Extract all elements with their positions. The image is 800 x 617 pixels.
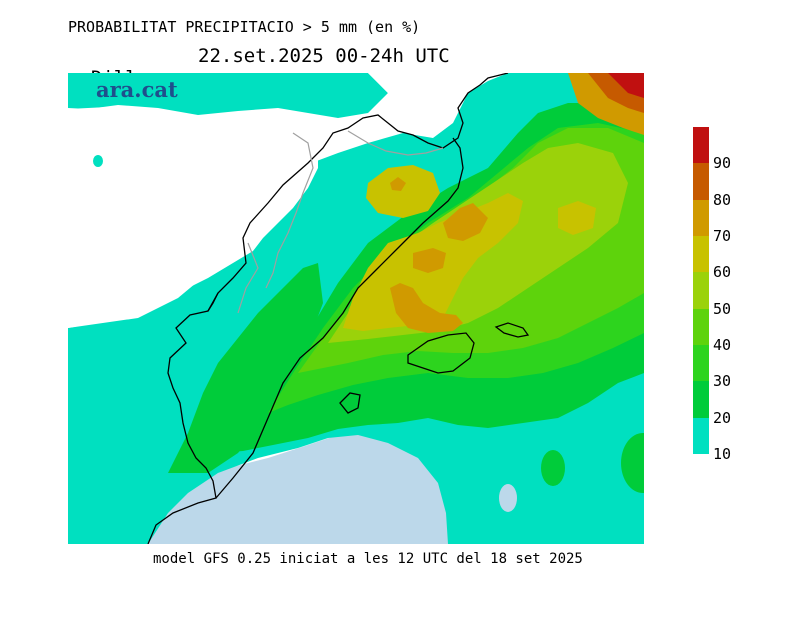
map-canvas bbox=[68, 73, 644, 544]
legend-tick-label: 50 bbox=[713, 299, 732, 318]
probability-area-70-center bbox=[413, 248, 446, 273]
probability-spot-east-edge bbox=[621, 433, 644, 493]
probability-area-60-ne bbox=[366, 165, 440, 218]
regional-border-valencia bbox=[237, 242, 259, 314]
land-no-probability-west bbox=[68, 107, 318, 328]
coastline-west-spain bbox=[207, 292, 219, 312]
legend-tick-label: 80 bbox=[713, 190, 732, 209]
forecast-date-range: 22.set.2025 00-24h UTC bbox=[198, 45, 450, 67]
legend-tick-label: 10 bbox=[713, 445, 732, 463]
legend-tick-label: 20 bbox=[713, 408, 732, 427]
sea-spot-south-west bbox=[294, 463, 306, 473]
precipitation-probability-map bbox=[68, 73, 644, 544]
regional-border-pyrenees bbox=[347, 130, 444, 156]
island-ibiza bbox=[339, 392, 361, 414]
probability-area-20-west bbox=[168, 263, 323, 473]
regional-border-catalonia bbox=[265, 132, 314, 289]
legend-tick-label: 40 bbox=[713, 336, 732, 354]
legend-band bbox=[693, 381, 709, 418]
probability-spot-south-east bbox=[541, 450, 565, 486]
legend-tick-label: 70 bbox=[713, 227, 732, 245]
coastline-east-spain bbox=[215, 137, 464, 499]
sea-no-probability-area bbox=[148, 433, 458, 544]
ara-cat-logo: ara.cat bbox=[96, 77, 178, 102]
probability-area-90 bbox=[608, 73, 644, 98]
probability-area-70-spot bbox=[390, 177, 406, 191]
sea-spot-south bbox=[352, 456, 368, 470]
land-no-probability-north bbox=[368, 73, 468, 133]
probability-area-70 bbox=[390, 283, 463, 333]
probability-area-10-north bbox=[68, 73, 388, 118]
model-info-footer: model GFS 0.25 iniciat a les 12 UTC del … bbox=[153, 551, 583, 567]
legend-band bbox=[693, 345, 709, 382]
legend-band bbox=[693, 199, 709, 236]
legend-band bbox=[693, 127, 709, 164]
legend-tick-label: 60 bbox=[713, 263, 732, 282]
sea-spot-south-east bbox=[499, 484, 517, 512]
legend-tick-label: 30 bbox=[713, 372, 732, 391]
probability-spot-west bbox=[93, 155, 103, 167]
probability-area-60-east bbox=[558, 201, 596, 235]
legend-band bbox=[693, 163, 709, 200]
probability-legend: 90 80 70 60 50 40 30 20 10 bbox=[693, 127, 731, 462]
legend-band bbox=[693, 417, 709, 454]
legend-tick-label: 90 bbox=[713, 154, 732, 173]
legend-band bbox=[693, 272, 709, 309]
legend-band bbox=[693, 308, 709, 345]
probability-area-70-north bbox=[443, 203, 488, 241]
island-menorca bbox=[494, 322, 530, 338]
legend-band bbox=[693, 236, 709, 273]
map-title: PROBABILITAT PRECIPITACIO > 5 mm (en %) bbox=[68, 18, 421, 36]
island-mallorca bbox=[407, 332, 475, 374]
